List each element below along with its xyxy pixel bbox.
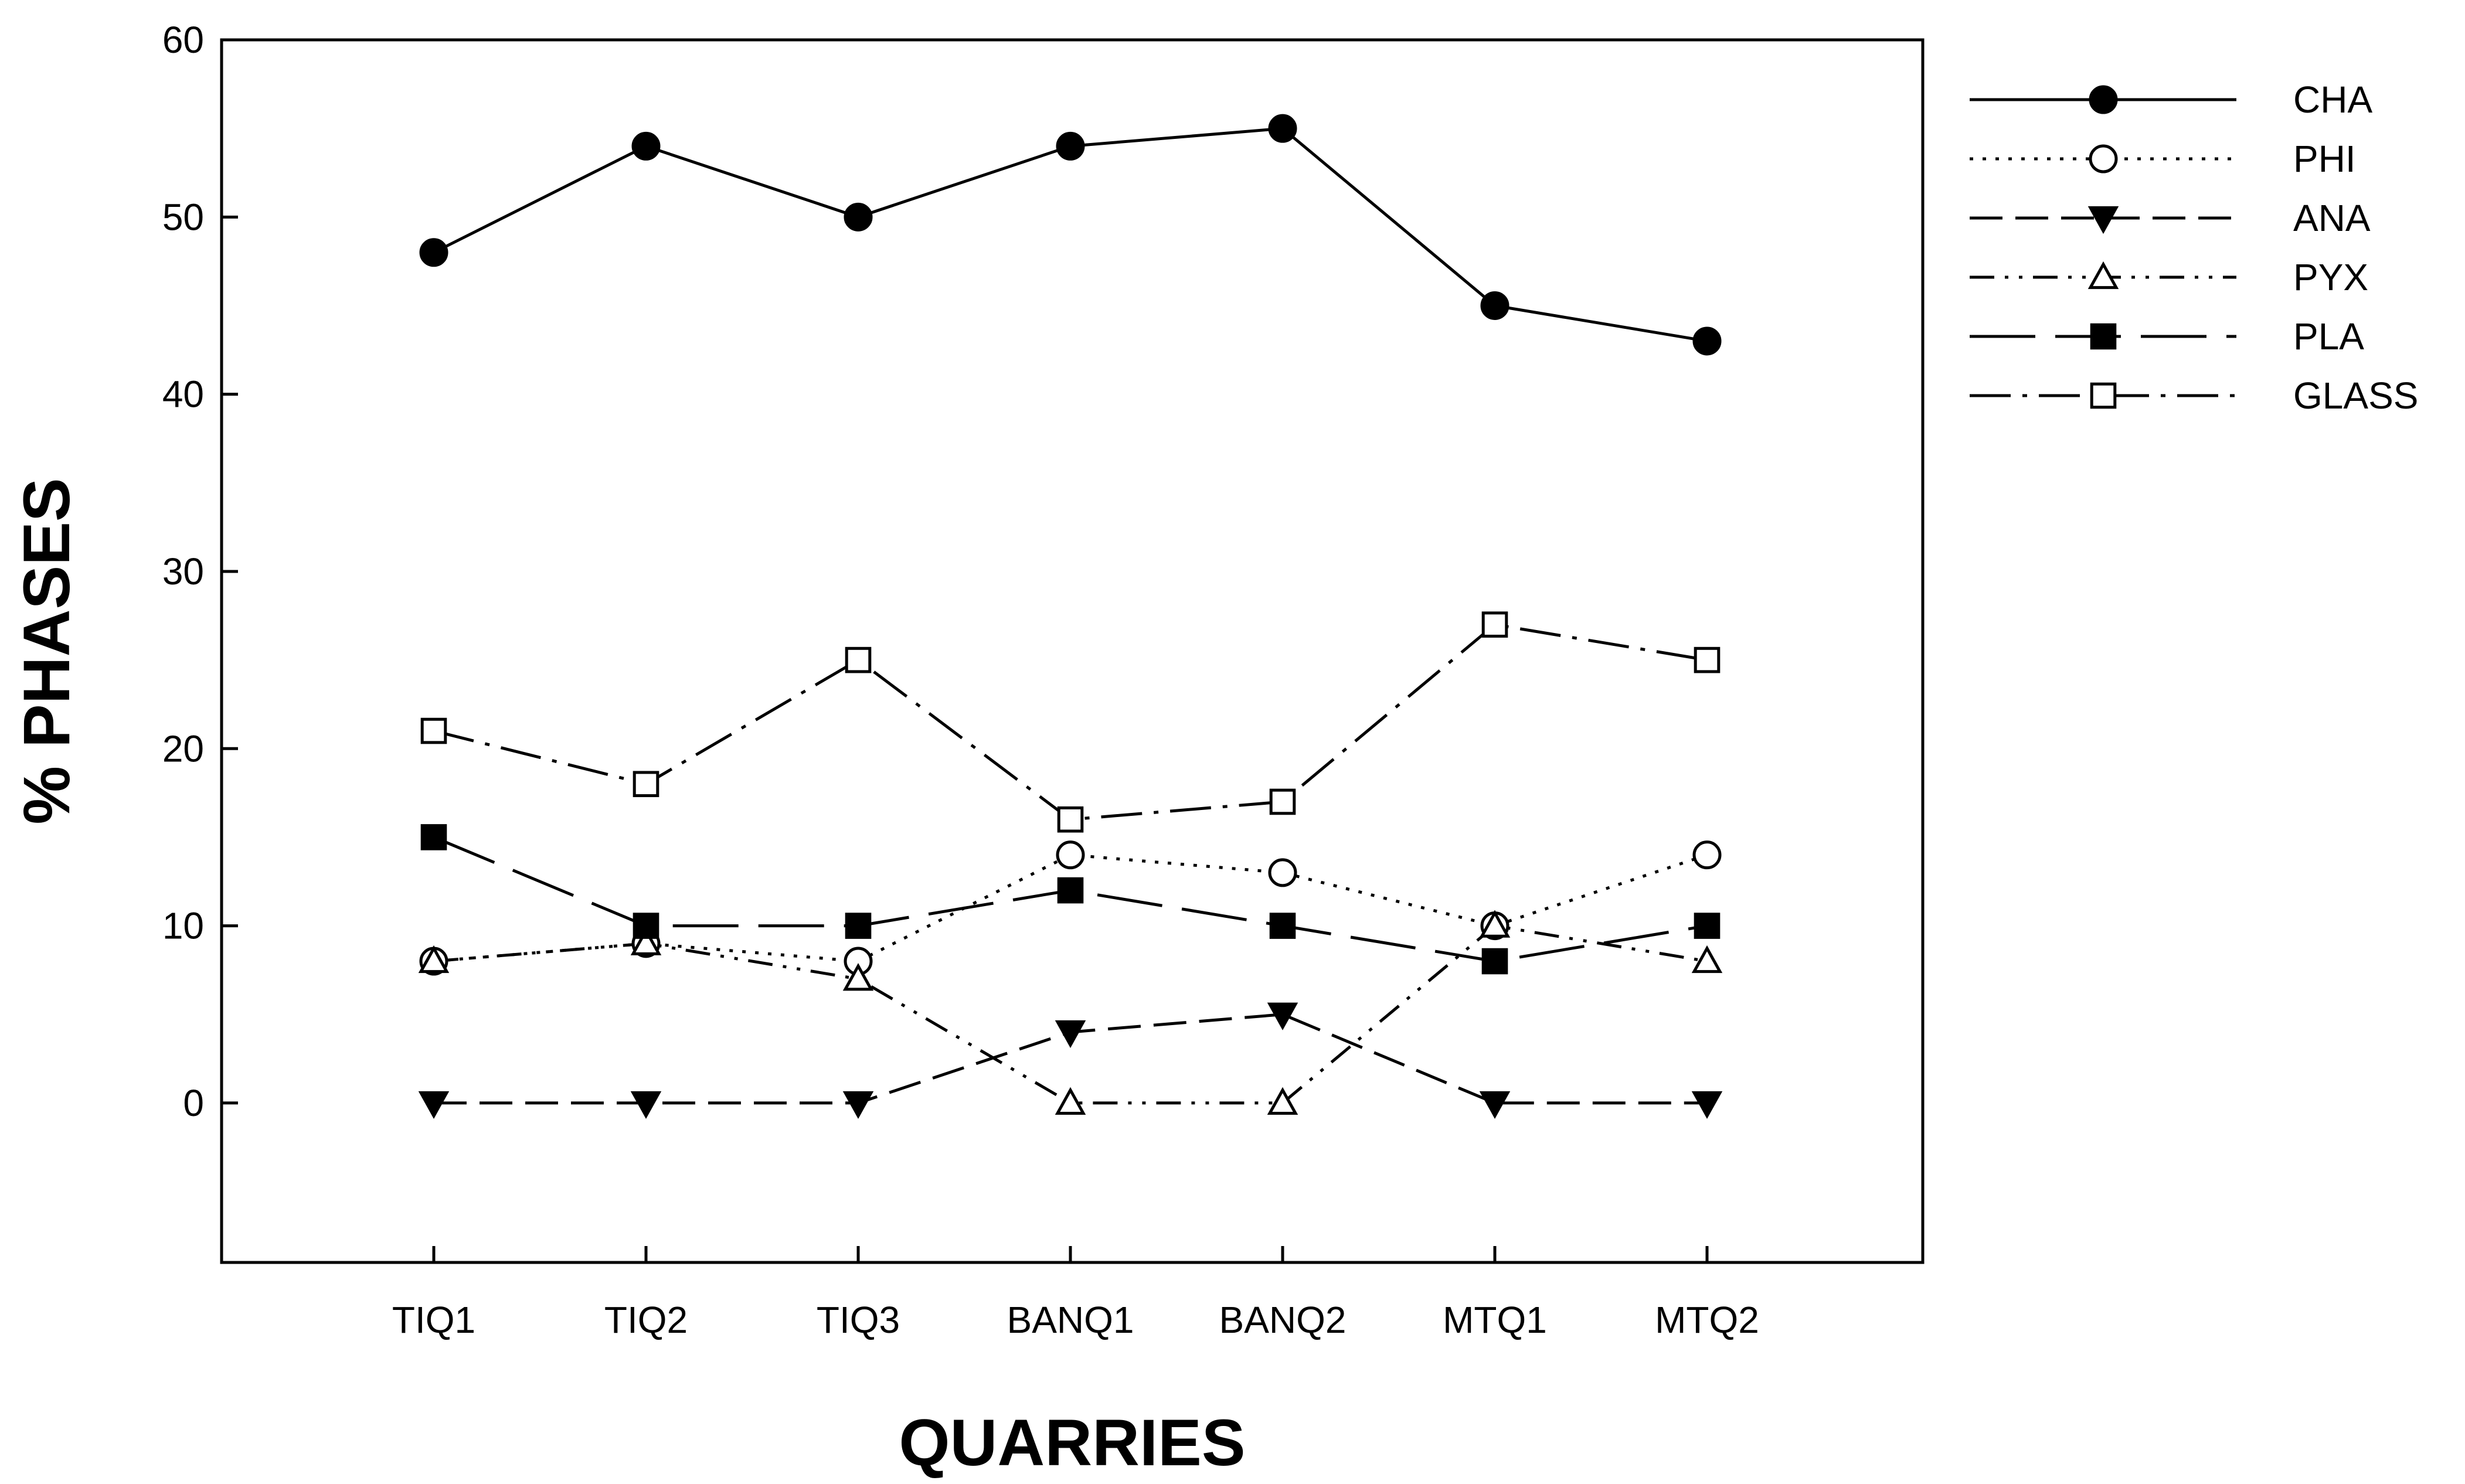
x-tick-label: TIQ1 (392, 1299, 475, 1341)
data-point (631, 131, 661, 161)
series-markers-cha (419, 114, 1722, 356)
data-point (1269, 913, 1296, 939)
data-point (1268, 858, 1297, 887)
legend-marker (2090, 382, 2117, 409)
data-point (1691, 1091, 1723, 1119)
data-point (1267, 1002, 1298, 1030)
y-tick-label: 50 (162, 196, 204, 238)
series-line (433, 924, 1708, 1105)
legend-label: CHA (2293, 79, 2372, 121)
legend-marker (2090, 323, 2117, 350)
series-markers-pla (420, 824, 1721, 975)
y-tick-label: 20 (162, 727, 204, 770)
y-tick-label: 60 (162, 19, 204, 61)
data-point (842, 1091, 874, 1119)
series-markers-phi (419, 840, 1722, 976)
y-tick-label: 10 (162, 905, 204, 947)
x-tick-label: TIQ2 (604, 1299, 688, 1341)
x-axis-title: QUARRIES (899, 1406, 1245, 1479)
data-point (633, 771, 659, 798)
legend-marker (2089, 85, 2118, 114)
series-markers-pyx (418, 910, 1723, 1115)
x-tick-label: MTQ1 (1443, 1299, 1547, 1341)
legend-label: GLASS (2293, 375, 2418, 417)
y-tick-label: 30 (162, 550, 204, 593)
legend-label: PLA (2293, 315, 2364, 358)
data-point (1694, 913, 1721, 939)
legend-label: ANA (2293, 197, 2371, 239)
data-point (1481, 948, 1508, 975)
series-line (433, 622, 1708, 821)
legend-label: PHI (2293, 138, 2356, 180)
series-markers-glass (420, 611, 1721, 833)
data-point (1268, 114, 1297, 143)
data-point (1479, 1091, 1511, 1119)
x-tick-label: MTQ2 (1655, 1299, 1759, 1341)
legend-item-phi: PHI (1970, 138, 2356, 180)
data-point (420, 824, 447, 850)
data-point (418, 945, 450, 974)
data-point (420, 717, 447, 744)
data-point (1479, 910, 1511, 938)
legend-item-glass: GLASS (1970, 375, 2418, 417)
data-point (419, 238, 448, 267)
plot-frame (220, 38, 1925, 1264)
x-tick-label: BANQ1 (1007, 1299, 1134, 1341)
x-axis: TIQ1 TIQ2 TIQ3 BANQ1 BANQ2 MTQ1 MTQ2 (392, 1246, 1759, 1341)
y-tick-label: 40 (162, 373, 204, 416)
data-point (630, 1091, 662, 1119)
data-point (1694, 646, 1721, 673)
legend-item-cha: CHA (1970, 79, 2372, 121)
y-axis: 0 10 20 30 40 50 60 (162, 19, 238, 1124)
data-point (1481, 611, 1508, 638)
data-point (1057, 877, 1084, 904)
legend-marker (2089, 144, 2118, 173)
data-point (630, 927, 662, 955)
data-point (1692, 840, 1722, 870)
legend-label: PYX (2293, 256, 2368, 298)
legend-item-pla: PLA (1970, 315, 2364, 358)
data-point (1692, 326, 1722, 356)
y-tick-label: 0 (183, 1082, 204, 1124)
data-point (844, 202, 873, 232)
legend-item-pyx: PYX (1970, 256, 2368, 298)
data-point (1056, 131, 1085, 161)
data-point (845, 913, 872, 939)
x-tick-label: BANQ2 (1219, 1299, 1347, 1341)
data-point (1056, 840, 1085, 870)
x-tick-label: TIQ3 (817, 1299, 900, 1341)
data-point (1269, 788, 1296, 815)
data-point (1267, 1087, 1298, 1115)
series-glass (433, 622, 1708, 821)
series-markers-ana (418, 1002, 1723, 1119)
data-point (1691, 945, 1723, 974)
legend-marker (2087, 261, 2119, 290)
data-point (842, 963, 874, 991)
data-point (1055, 1087, 1086, 1115)
data-point (1480, 291, 1509, 320)
data-point (1055, 1020, 1086, 1049)
y-axis-title: % PHASES (10, 478, 83, 824)
series-pyx (433, 924, 1708, 1105)
legend-marker (2087, 206, 2119, 234)
data-point (1057, 806, 1084, 833)
data-point (845, 646, 872, 673)
data-point (633, 913, 659, 939)
legend: CHA PHI ANA PYX PLA GLASS (1970, 79, 2418, 417)
series-layer (418, 114, 1723, 1119)
legend-item-ana: ANA (1970, 197, 2371, 239)
data-point (418, 1091, 450, 1119)
